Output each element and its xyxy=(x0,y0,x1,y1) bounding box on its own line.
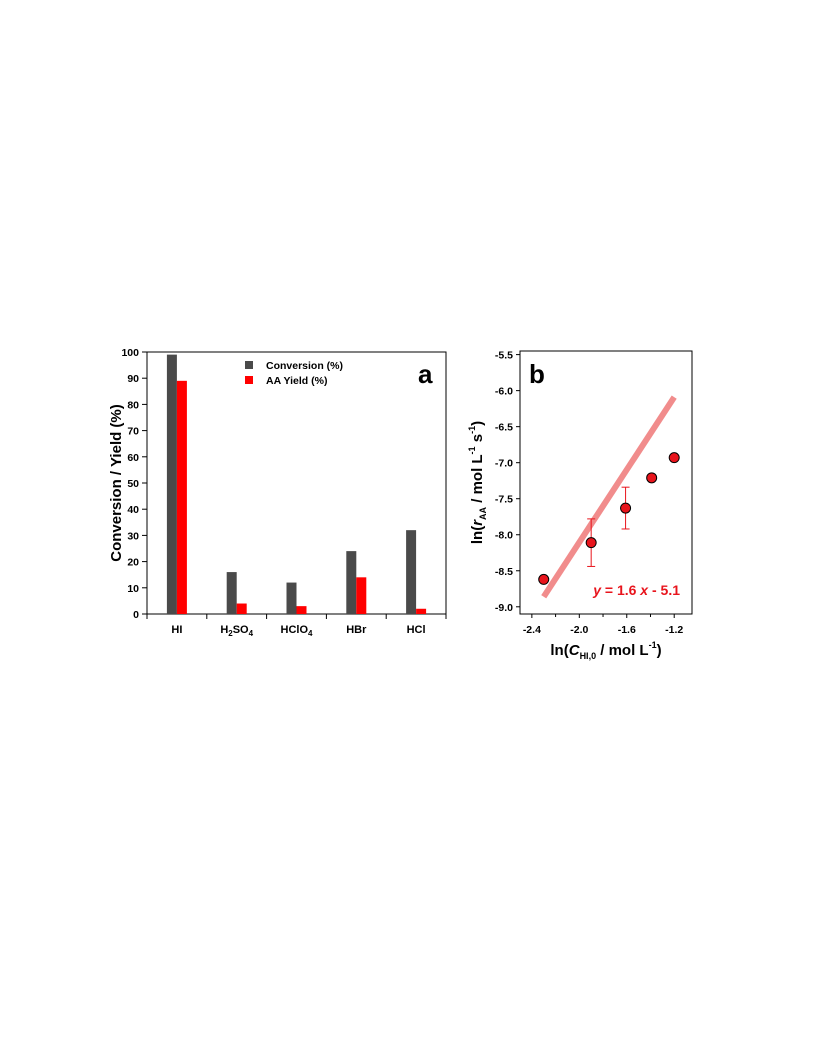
data-point xyxy=(620,502,632,514)
panel-a-legend: Conversion (%) AA Yield (%) xyxy=(245,360,343,387)
bar-aa-yield xyxy=(176,380,187,614)
y-tick-label: 70 xyxy=(127,426,139,438)
panel-a-y-axis-label: Conversion / Yield (%) xyxy=(108,404,125,562)
panel-b-x-axis: -2.4 -2.0 -1.6 -1.2 xyxy=(523,614,683,636)
panel-b-letter: b xyxy=(529,359,545,389)
bar-aa-yield xyxy=(296,606,307,614)
legend-label: Conversion (%) xyxy=(266,360,343,372)
x-category-label: HI xyxy=(171,624,182,636)
y-tick-label: 10 xyxy=(127,583,139,595)
x-category-label: H2SO4 xyxy=(220,624,253,638)
y-tick-label: -6.5 xyxy=(495,422,513,434)
legend-swatch xyxy=(245,376,253,384)
y-tick-label: 20 xyxy=(127,557,139,569)
panel-a-bar-chart: 0 10 20 30 40 50 60 70 80 90 100 HI H2SO4 HClO4 HBr HC… xyxy=(108,347,447,638)
y-tick-label: 50 xyxy=(127,478,139,490)
y-tick-label: 0 xyxy=(133,609,139,621)
panel-b-plot-frame xyxy=(519,350,693,615)
y-tick-label: 60 xyxy=(127,452,139,464)
bar-conversion xyxy=(346,551,357,614)
y-tick-label: -6.0 xyxy=(495,386,513,398)
y-tick-label: 30 xyxy=(127,530,139,542)
data-point xyxy=(668,452,680,464)
x-tick-label: -1.6 xyxy=(618,624,636,636)
y-tick-label: -8.0 xyxy=(495,530,513,542)
panel-a-letter: a xyxy=(418,359,433,389)
panel-b-x-axis-label: ln(CHI,0 / mol L-1) xyxy=(550,640,661,661)
panel-a-y-axis: 0 10 20 30 40 50 60 70 80 90 100 xyxy=(121,347,147,621)
bar-aa-yield xyxy=(416,608,427,614)
data-point xyxy=(585,537,597,549)
bar-conversion xyxy=(286,582,297,614)
x-category-label: HBr xyxy=(346,624,367,636)
panel-b-fit-equation: y = 1.6 x - 5.1 xyxy=(592,582,680,598)
y-tick-label: -7.0 xyxy=(495,458,513,470)
bar-conversion xyxy=(166,354,177,614)
x-tick-label: -2.0 xyxy=(570,624,588,636)
bar-aa-yield xyxy=(356,577,367,614)
legend-swatch xyxy=(245,361,253,369)
panel-b-y-axis-label: ln(rAA / mol L-1 s-1) xyxy=(467,421,488,544)
y-tick-label: 40 xyxy=(127,504,139,516)
y-tick-label: 100 xyxy=(121,347,139,359)
y-tick-label: 80 xyxy=(127,399,139,411)
panel-a-plot-frame xyxy=(146,351,447,615)
bar-aa-yield xyxy=(236,603,247,614)
legend-label: AA Yield (%) xyxy=(266,375,327,387)
data-point xyxy=(646,472,658,484)
data-point xyxy=(538,573,550,585)
panel-b-data-points xyxy=(538,452,680,585)
panel-b-y-axis: -9.0 -8.5 -8.0 -7.5 -7.0 -6.5 -6.0 -5.5 xyxy=(495,350,520,614)
y-tick-label: -7.5 xyxy=(495,494,513,506)
x-tick-label: -2.4 xyxy=(523,624,541,636)
x-category-label: HCl xyxy=(407,624,426,636)
bar-conversion xyxy=(406,530,417,614)
panel-a-x-axis: HI H2SO4 HClO4 HBr HCl xyxy=(146,614,447,638)
y-tick-label: -5.5 xyxy=(495,350,513,362)
y-tick-label: 90 xyxy=(127,373,139,385)
bar-conversion xyxy=(226,572,237,614)
x-category-label: HClO4 xyxy=(281,624,314,638)
panel-b-scatter-chart: -9.0-8.5-8.0-7.5-7.0-6.5-6.0-5.5 -2.4 -2.… xyxy=(467,350,693,661)
panel-b-fit-line xyxy=(541,395,677,599)
y-tick-label: -8.5 xyxy=(495,566,513,578)
fit-line xyxy=(541,395,677,599)
y-tick-label: -9.0 xyxy=(495,602,513,614)
panel-a-bars xyxy=(166,354,427,614)
x-tick-label: -1.2 xyxy=(665,624,683,636)
